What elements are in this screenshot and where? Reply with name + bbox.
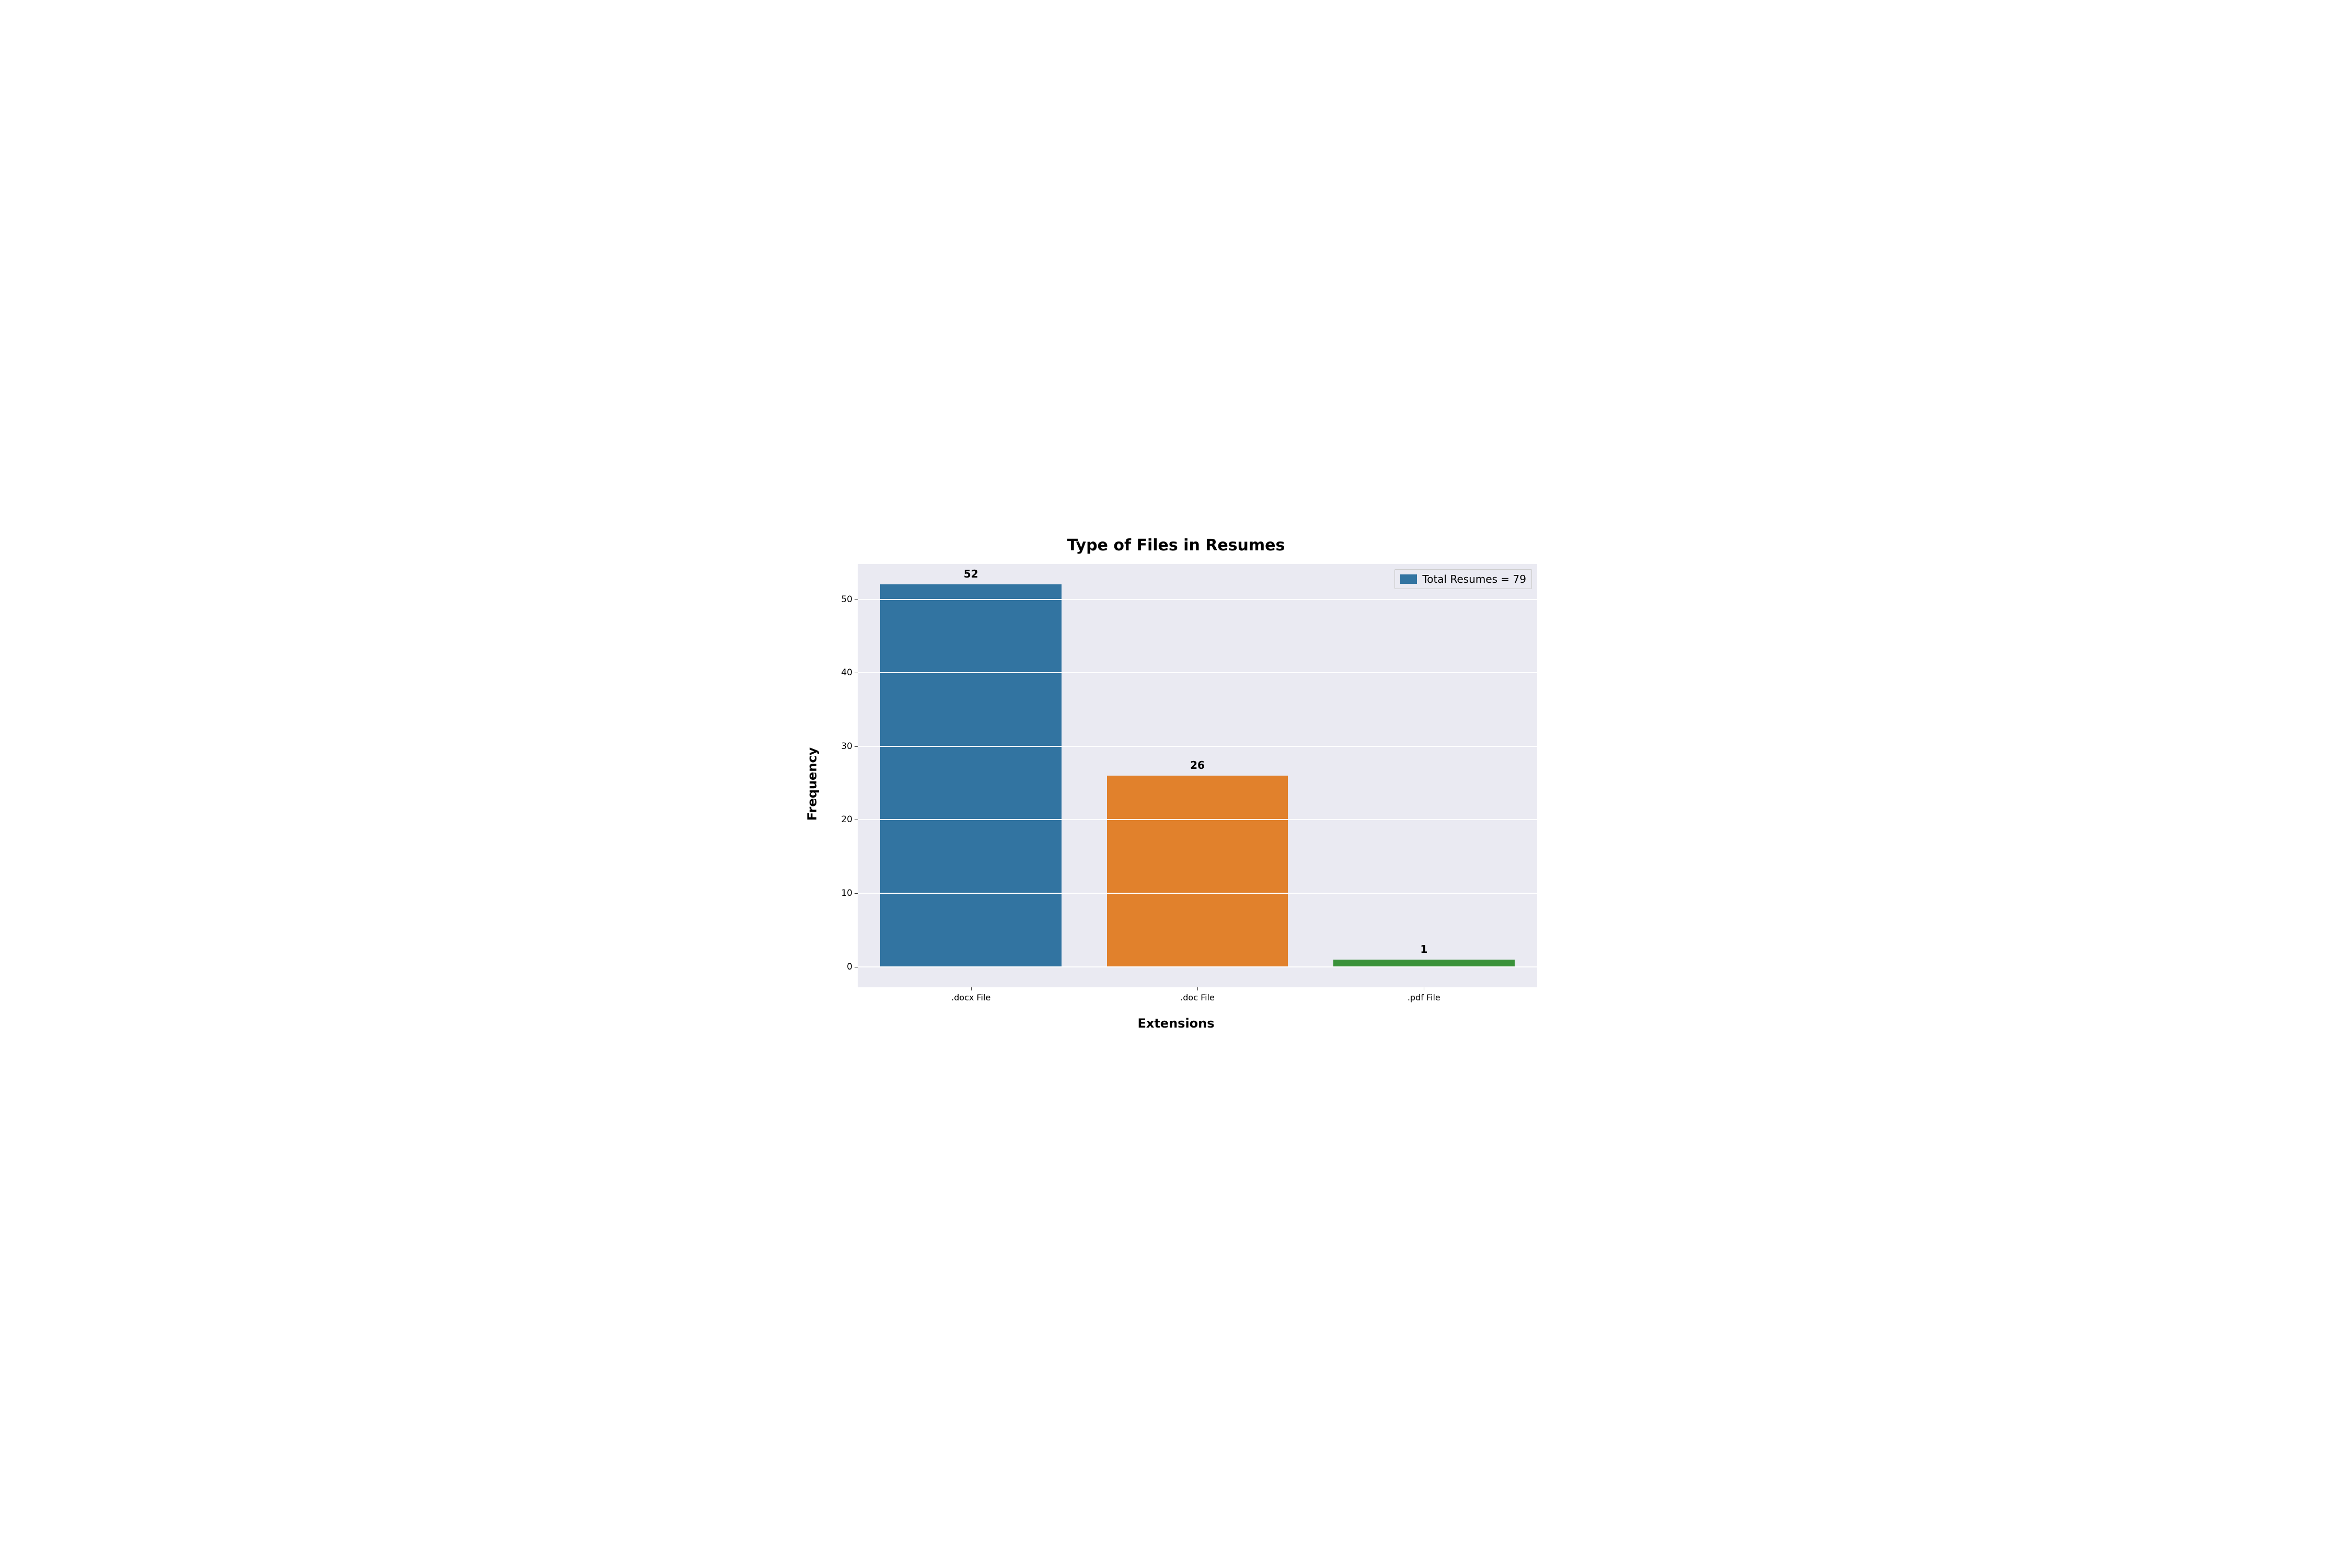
gridline <box>858 672 1537 673</box>
bar-value-label: 26 <box>1190 759 1205 771</box>
plot-area: 52261 01020304050.docx File.doc File.pdf… <box>857 563 1538 988</box>
legend-swatch <box>1400 574 1417 584</box>
bars-group: 52261 <box>858 564 1537 987</box>
gridline <box>858 819 1537 820</box>
bar: 26 <box>1107 776 1288 967</box>
legend: Total Resumes = 79 <box>1394 569 1532 589</box>
bar-value-label: 52 <box>964 568 978 580</box>
y-tick-mark <box>855 893 858 894</box>
bar-value-label: 1 <box>1420 943 1427 955</box>
y-tick-mark <box>855 746 858 747</box>
x-tick-mark <box>1197 987 1198 990</box>
gridline <box>858 966 1537 967</box>
bar: 1 <box>1333 960 1515 967</box>
gridline <box>858 599 1537 600</box>
chart-container: Type of Files in Resumes Frequency 52261… <box>800 533 1552 1035</box>
y-tick-mark <box>855 599 858 600</box>
legend-label: Total Resumes = 79 <box>1422 573 1526 585</box>
gridline <box>858 893 1537 894</box>
y-axis-label: Frequency <box>805 747 820 821</box>
chart-title: Type of Files in Resumes <box>800 536 1552 555</box>
gridline <box>858 746 1537 747</box>
bar: 52 <box>880 584 1062 966</box>
x-tick-mark <box>971 987 972 990</box>
x-axis-label: Extensions <box>800 1016 1552 1031</box>
